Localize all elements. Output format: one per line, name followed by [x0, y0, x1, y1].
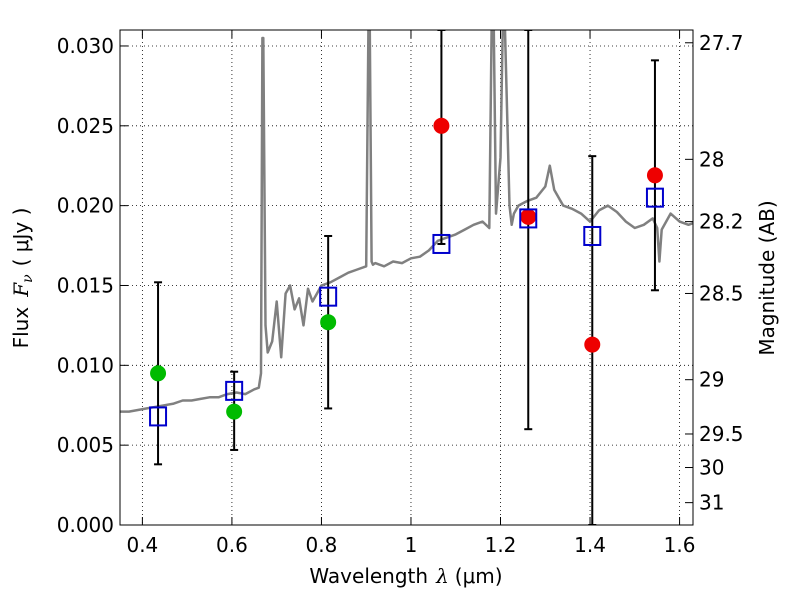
x-tick-label: 1 — [405, 533, 418, 557]
x-tick-label: 0.6 — [216, 533, 248, 557]
y-tick-label: 0.020 — [57, 194, 114, 218]
y2-tick-label: 28 — [699, 147, 724, 171]
x-tick-label: 1.4 — [574, 533, 606, 557]
x-tick-label: 0.8 — [306, 533, 338, 557]
x-tick-label: 1.6 — [664, 533, 696, 557]
x-tick-label: 1.2 — [485, 533, 517, 557]
marker-layer — [149, 117, 664, 427]
model-box-marker — [225, 380, 244, 401]
model-box-marker — [149, 406, 168, 427]
model-box-marker — [519, 208, 538, 229]
y2-tick-label: 28.5 — [699, 281, 744, 305]
data-point — [320, 314, 337, 331]
y-tick-label: 0.005 — [57, 433, 114, 457]
y2-tick-label: 28.2 — [699, 210, 744, 234]
y2-tick-label: 31 — [699, 491, 724, 515]
data-point — [646, 167, 663, 184]
model-box-marker — [432, 233, 451, 254]
grid — [120, 30, 693, 525]
y2-tick-label: 29 — [699, 368, 724, 392]
data-point — [150, 365, 167, 382]
plot-frame — [119, 29, 694, 526]
y-tick-label: 0.010 — [57, 353, 114, 377]
y-tick-label: 0.030 — [57, 34, 114, 58]
y2-tick-label: 27.7 — [699, 31, 744, 55]
x-axis-title: Wavelength λ (μm) — [309, 564, 502, 588]
y2-tick-label: 30 — [699, 456, 724, 480]
model-box-marker — [645, 187, 664, 208]
y-tick-label: 0.015 — [57, 273, 114, 297]
x-tick-label: 0.4 — [126, 533, 158, 557]
spectrum-line — [120, 30, 693, 413]
model-box-marker — [319, 286, 338, 307]
series-layer — [120, 30, 693, 413]
data-point — [520, 208, 537, 225]
y-tick-label: 0.025 — [57, 114, 114, 138]
y-axis-title: FluxFν( μJy ) — [9, 208, 36, 349]
ticks: 0.4 0.6 0.8 1 1.2 1.4 1.6 0.000 0.005 0.010 0.015 0… — [57, 30, 744, 557]
model-box-marker — [583, 225, 602, 246]
data-point — [584, 336, 601, 353]
y2-tick-label: 29.5 — [699, 422, 744, 446]
y-tick-label: 0.000 — [57, 513, 114, 537]
data-point — [433, 117, 450, 134]
y2-axis-title: Magnitude (AB) — [755, 200, 779, 355]
data-point — [226, 403, 243, 420]
